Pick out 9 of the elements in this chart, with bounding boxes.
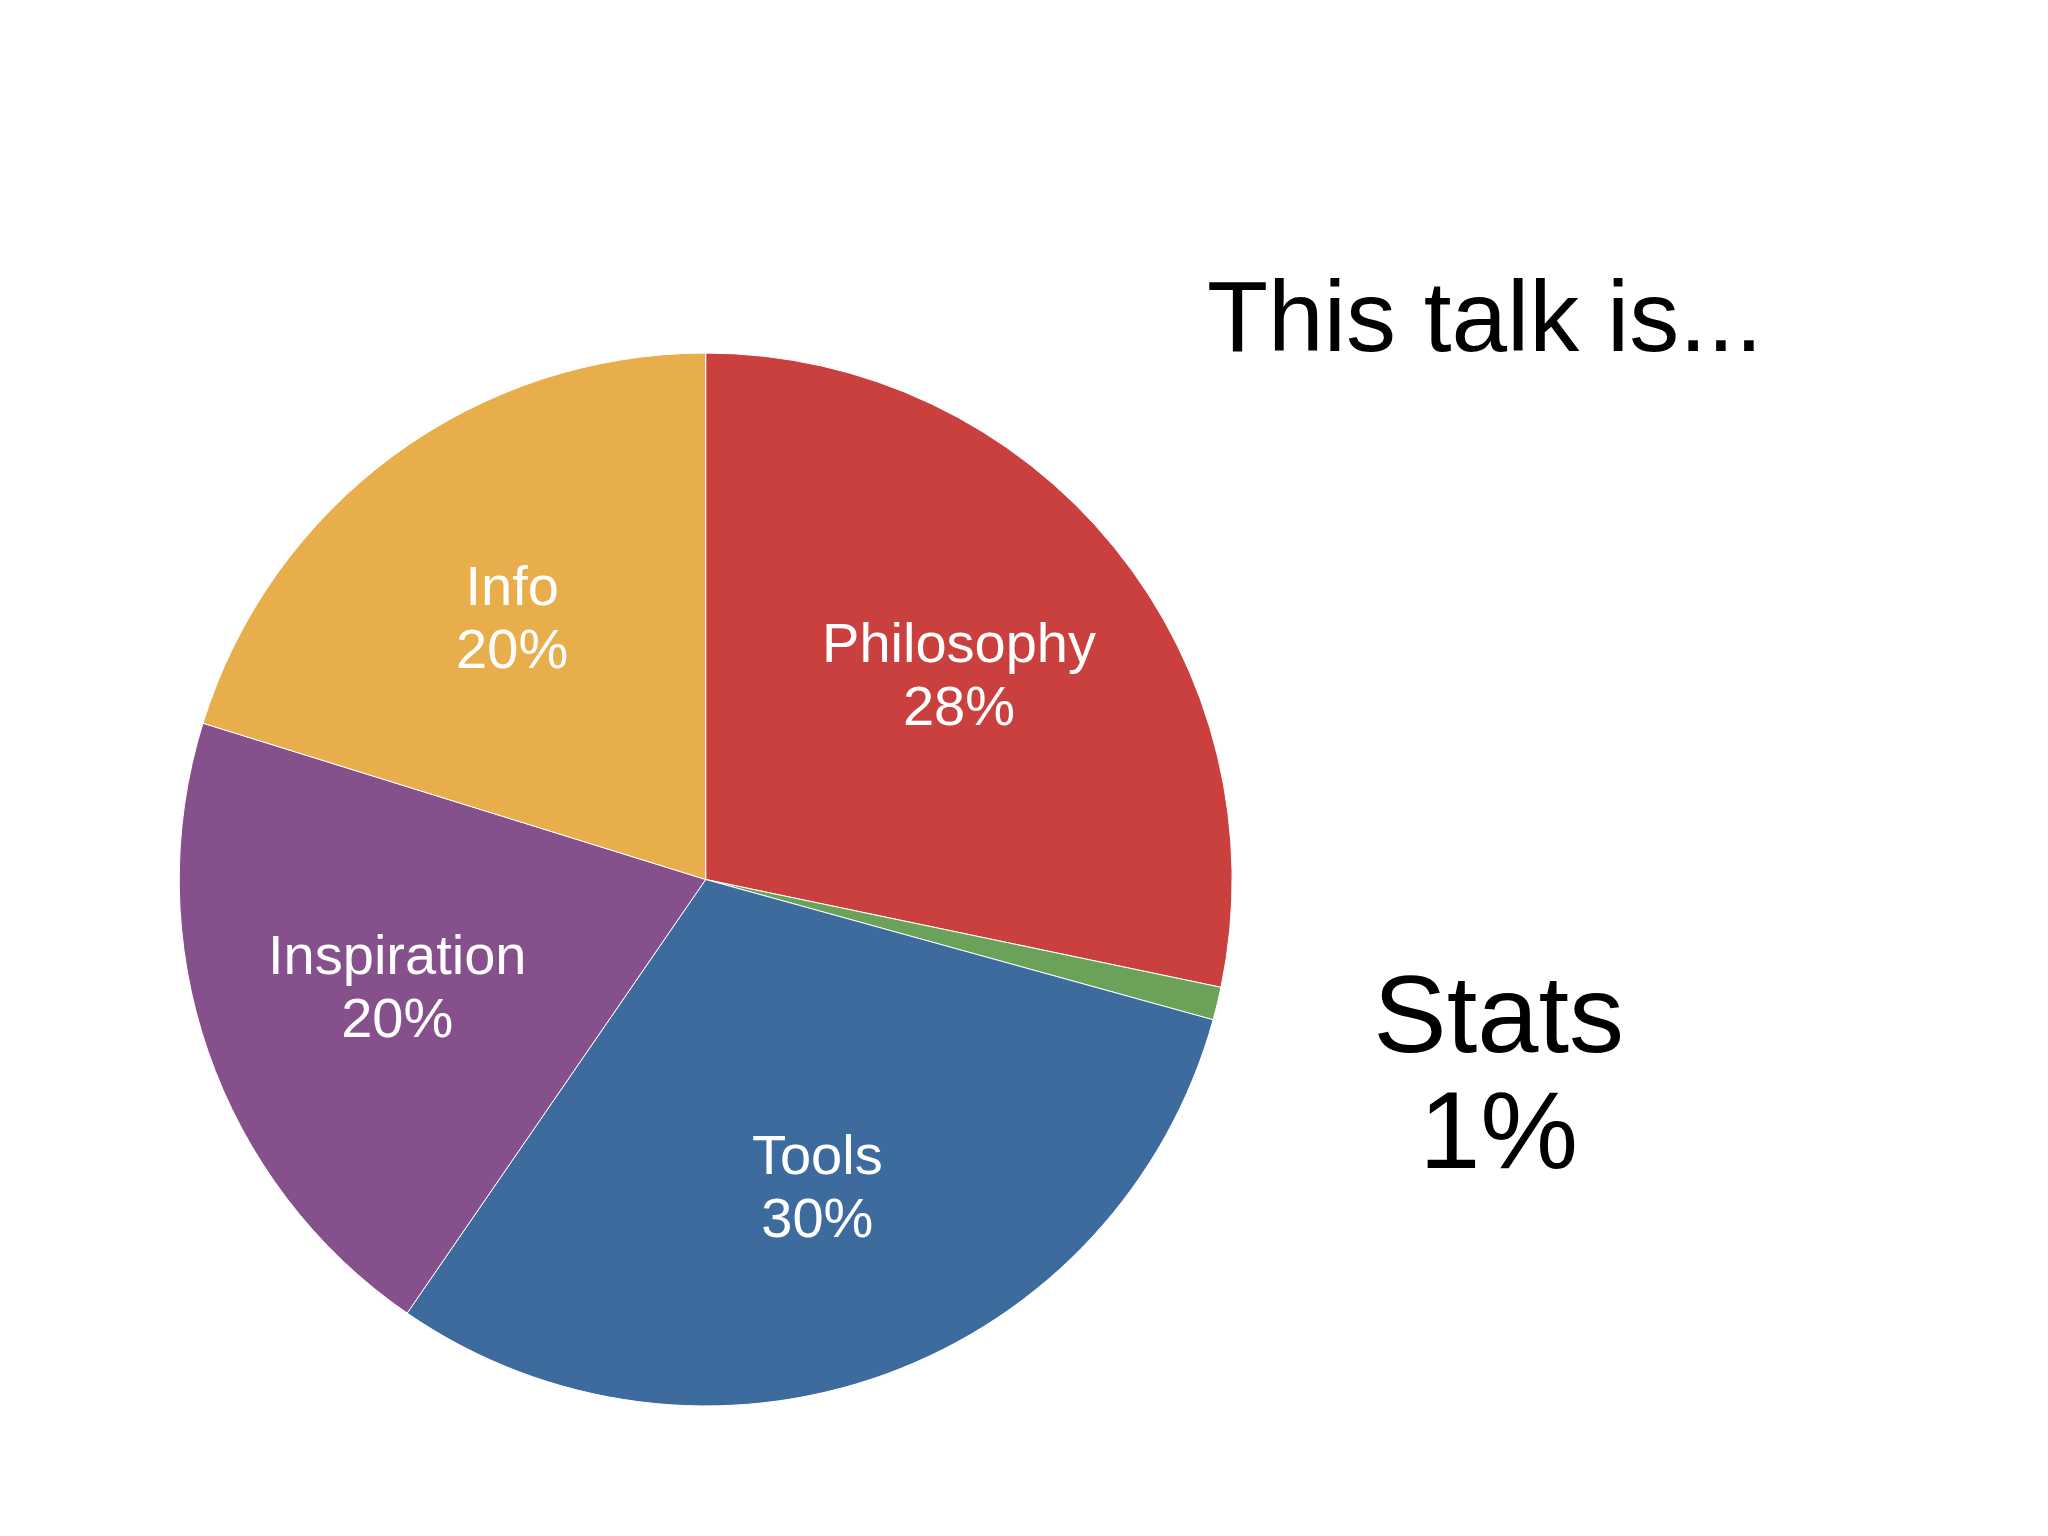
data-label: 20% — [341, 986, 454, 1050]
data-label: 28% — [902, 673, 1016, 737]
slice-label: Inspiration — [268, 923, 527, 987]
slice-label: Info — [465, 553, 559, 617]
slice-label: Tools — [751, 1123, 883, 1187]
chart-title: This talk is... — [1207, 260, 1763, 373]
slice-label: Philosophy — [822, 610, 1097, 674]
data-label: 20% — [456, 616, 569, 680]
data-label: 30% — [761, 1186, 874, 1250]
